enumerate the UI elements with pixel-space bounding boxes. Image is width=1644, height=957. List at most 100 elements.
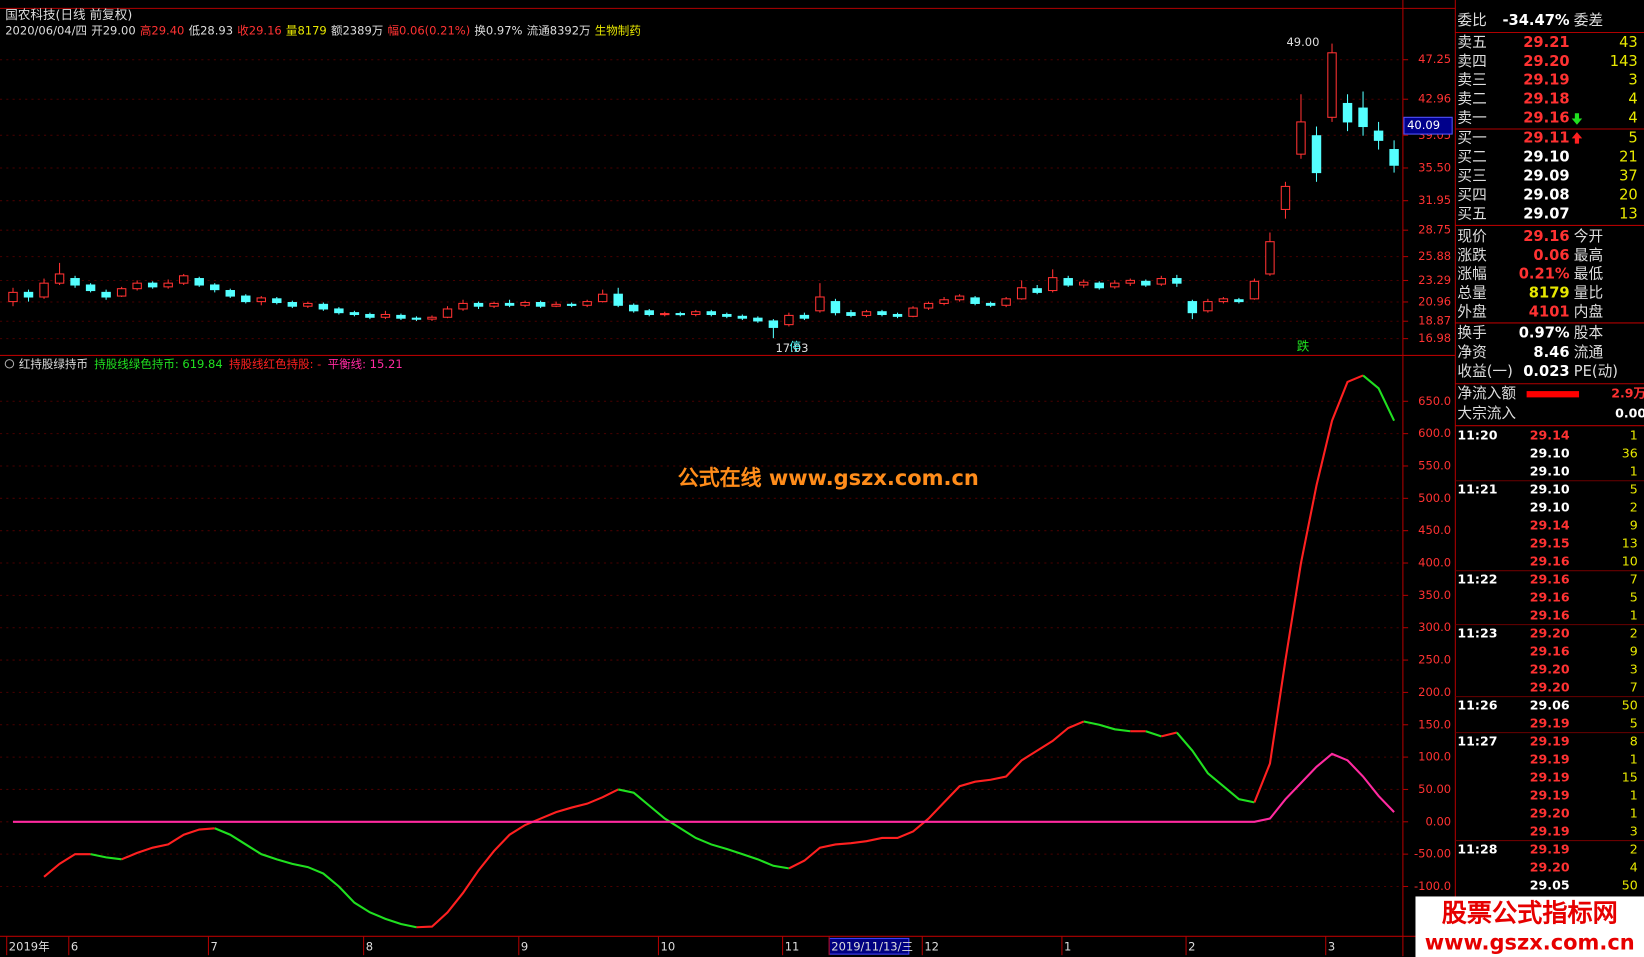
candle-body: [1218, 298, 1229, 303]
candle-body: [147, 282, 158, 288]
candle-body: [691, 311, 701, 316]
candle-body: [939, 299, 949, 304]
candle-body: [272, 298, 282, 304]
candle-body: [535, 301, 546, 307]
candle-body: [628, 304, 639, 312]
cursor-price: 40.09: [1407, 118, 1440, 132]
tick-vol: 1: [1630, 428, 1638, 443]
tick-time: 11:20: [1457, 428, 1497, 443]
row-extra: PE(动): [1574, 363, 1618, 380]
candle-body: [39, 282, 49, 298]
quote-item: 高29.40: [140, 23, 184, 37]
tick-vol: 1: [1630, 752, 1638, 767]
y-tick-label: 250.0: [1418, 653, 1451, 667]
row-label: 涨幅: [1457, 266, 1486, 283]
candle-body: [1079, 281, 1089, 286]
row-extra: 43: [1619, 34, 1638, 51]
tick-vol: 5: [1630, 590, 1638, 605]
badge-title: 股票公式指标网: [1442, 898, 1618, 927]
tick-price: 29.20: [1530, 662, 1570, 677]
x-tick-label: 9: [521, 939, 528, 953]
quote-item: 换0.97%: [474, 23, 522, 37]
row-value: 0.06: [1533, 247, 1569, 264]
x-tick-label: 8: [366, 939, 373, 953]
candle-body: [1373, 130, 1384, 141]
candle-body: [1280, 185, 1291, 210]
tick-vol: 5: [1630, 716, 1638, 731]
badge-box: [1415, 896, 1644, 957]
tick-price: 29.16: [1530, 572, 1570, 587]
tick-vol: 50: [1622, 877, 1638, 892]
candle-body: [287, 301, 298, 307]
candle-body: [349, 312, 360, 316]
y-tick-label: 550.0: [1418, 458, 1451, 472]
candle-body: [1016, 287, 1027, 300]
indicator-title: 红持股绿持币 持股线绿色持币: 619.84 持股线红色持股: - 平衡线: 15.2…: [19, 356, 403, 370]
y-tick-label: 18.87: [1418, 314, 1451, 328]
tick-price: 29.16: [1530, 608, 1570, 623]
row-extra: 最高: [1574, 247, 1603, 264]
y-tick-label: 400.0: [1418, 556, 1451, 570]
tick-vol: 15: [1622, 770, 1638, 785]
flow-bar: [1526, 391, 1580, 398]
tick-vol: 9: [1630, 518, 1638, 533]
legend-entry: 平衡线: 15.21: [328, 356, 403, 370]
badge-url: www.gszx.com.cn: [1425, 931, 1635, 955]
row-label: 卖一: [1457, 109, 1487, 126]
row-extra: 股本: [1574, 324, 1604, 341]
candle-body: [1125, 279, 1136, 284]
row-extra: 21: [1619, 148, 1638, 165]
indicator-line: [1161, 731, 1178, 738]
indicator-line: [1145, 730, 1162, 738]
x-tick-label: 3: [1328, 939, 1335, 953]
y-tick-label: 20.96: [1418, 294, 1451, 308]
candle-body: [241, 295, 251, 303]
tick-vol: 1: [1630, 806, 1638, 821]
flow-label: 净流入额: [1457, 385, 1516, 402]
row-label: 买三: [1457, 168, 1486, 185]
candle-body: [8, 291, 18, 303]
candle-body: [427, 316, 437, 320]
candle-body: [210, 284, 220, 291]
indicator-line: [1176, 731, 1255, 804]
candle-body: [954, 295, 965, 301]
row-label: 买五: [1457, 206, 1486, 223]
y-tick-label: 200.0: [1418, 685, 1451, 699]
legend-entry: 持股线绿色持币: 619.84: [94, 356, 222, 370]
y-tick-label: 100.0: [1418, 750, 1451, 764]
tick-vol: 2: [1630, 841, 1638, 856]
tick-vol: 13: [1622, 536, 1638, 551]
row-label: 买二: [1457, 148, 1486, 165]
tick-time: 11:21: [1457, 482, 1497, 497]
tick-vol: 1: [1630, 788, 1638, 803]
row-extra: 流通: [1574, 344, 1604, 361]
tick-price: 29.15: [1530, 536, 1570, 551]
indicator-name: 红持股绿持币: [19, 356, 88, 370]
candle-body: [1172, 278, 1182, 284]
tick-time: 11:26: [1457, 698, 1497, 713]
tick-price: 29.05: [1530, 877, 1570, 892]
tick-price: 29.10: [1530, 464, 1570, 479]
quote-item: 低28.93: [189, 23, 233, 37]
tick-price: 29.16: [1530, 554, 1570, 569]
candle-body: [365, 313, 375, 318]
row-value: 0.023: [1523, 363, 1569, 380]
tick-price: 29.10: [1530, 482, 1570, 497]
candle-body: [566, 303, 577, 306]
candle-body: [737, 315, 748, 319]
cursor-price-box: [1403, 116, 1453, 135]
tick-vol: 10: [1622, 554, 1638, 569]
row-value: 0.21%: [1519, 266, 1570, 283]
candle-body: [1001, 298, 1011, 306]
tick-vol: 5: [1630, 482, 1638, 497]
y-tick-label: 300.0: [1418, 620, 1451, 634]
tick-vol: 3: [1630, 824, 1638, 839]
candle-body: [1389, 149, 1399, 166]
row-label: 换手: [1457, 324, 1486, 341]
candle-body: [1265, 241, 1275, 275]
candle-body: [815, 296, 825, 312]
y-tick-label: 50.00: [1418, 782, 1451, 796]
candle-body: [1358, 107, 1368, 128]
